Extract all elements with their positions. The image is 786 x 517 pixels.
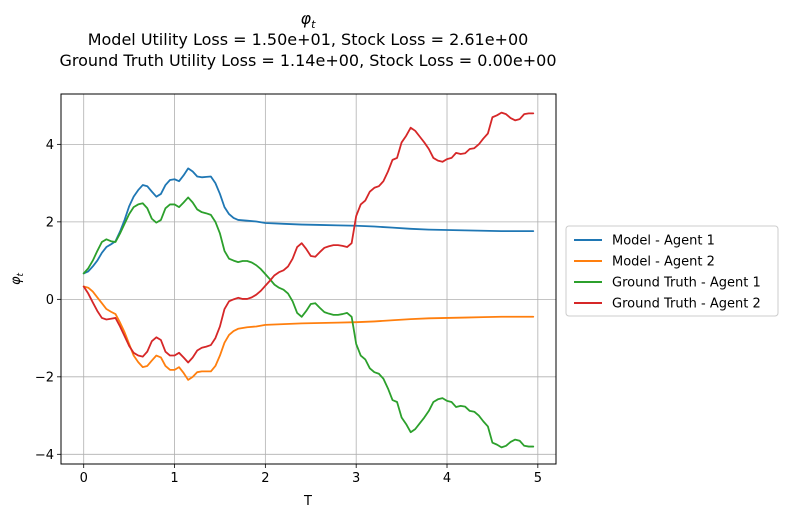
y-axis-label-symbol: φ (9, 276, 24, 285)
legend-label-3: Ground Truth - Agent 1 (612, 276, 761, 291)
plot-area: 0 1 2 3 4 5 −4 −2 0 2 4 (35, 93, 557, 486)
y-axis-label: φt (9, 272, 26, 285)
x-axis-ticks: 0 1 2 3 4 5 (80, 464, 542, 486)
x-tick-label: 2 (261, 471, 269, 486)
legend-label-2: Model - Agent 2 (612, 255, 715, 270)
y-axis-label-subscript: t (16, 272, 26, 276)
legend-label-4: Ground Truth - Agent 2 (612, 297, 761, 312)
legend-items: Model - Agent 1 Model - Agent 2 Ground Tru… (574, 234, 761, 312)
y-tick-label: 4 (46, 138, 54, 153)
legend-box (565, 225, 779, 317)
x-tick-label: 0 (80, 471, 88, 486)
x-tick-label: 5 (534, 471, 542, 486)
series-line-4 (82, 111, 535, 364)
chart-title: φt (301, 9, 317, 31)
y-tick-label: 2 (46, 215, 54, 230)
legend-label-1: Model - Agent 1 (612, 234, 715, 249)
y-tick-label: −2 (35, 370, 54, 385)
chart-subtitle-line-1: Model Utility Loss = 1.50e+01, Stock Los… (88, 30, 529, 49)
x-axis-label: T (303, 494, 312, 509)
series-line-1 (82, 167, 535, 275)
x-tick-label: 1 (170, 471, 178, 486)
x-tick-label: 3 (352, 471, 360, 486)
plot-frame (60, 93, 557, 465)
series-layer (82, 111, 535, 449)
chart-title-symbol: φ (301, 9, 312, 28)
x-tick-label: 4 (443, 471, 451, 486)
grid-lines (61, 94, 556, 464)
chart-title-subscript: t (311, 18, 316, 31)
series-line-3 (82, 196, 535, 449)
y-tick-label: 0 (46, 293, 54, 308)
chart-subtitle-line-2: Ground Truth Utility Loss = 1.14e+00, St… (59, 51, 556, 70)
legend: Model - Agent 1 Model - Agent 2 Ground Tru… (565, 225, 779, 317)
series-line-2 (82, 285, 535, 381)
y-axis-ticks: −4 −2 0 2 4 (35, 138, 61, 463)
y-tick-label: −4 (35, 448, 54, 463)
